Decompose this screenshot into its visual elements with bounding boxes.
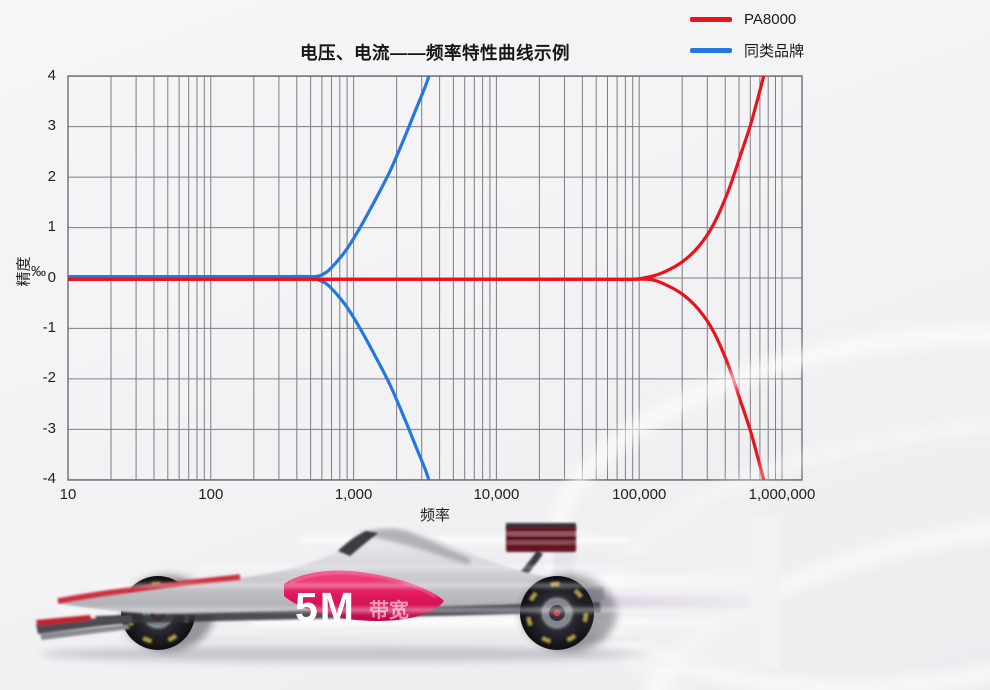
x-tick-label: 100 bbox=[198, 486, 224, 503]
car-shadow bbox=[40, 646, 650, 662]
x-tick-label: 100,000 bbox=[612, 486, 667, 503]
chart-legend: PA8000 同类品牌 bbox=[690, 8, 804, 61]
y-tick-label: 0 bbox=[47, 268, 56, 286]
sidepod-highlight bbox=[289, 571, 437, 599]
sidepod-label: 5M bbox=[295, 584, 356, 630]
engine-cover-shading bbox=[360, 528, 470, 565]
legend-line-blue bbox=[690, 47, 732, 53]
y-axis-unit: ‰ bbox=[31, 263, 46, 280]
legend-item-competitor: 同类品牌 bbox=[690, 39, 804, 61]
car-body bbox=[58, 524, 604, 616]
y-tick-label: 2 bbox=[47, 167, 56, 185]
y-tick-label: 1 bbox=[47, 218, 56, 236]
y-tick-label: 4 bbox=[47, 66, 56, 84]
x-tick-label: 1,000 bbox=[334, 486, 373, 503]
rear-wing bbox=[506, 523, 592, 552]
foreground-streaks bbox=[60, 566, 700, 612]
y-tick-label: 3 bbox=[47, 117, 56, 135]
right-blur-fade bbox=[580, 518, 780, 668]
legend-label: PA8000 bbox=[744, 10, 797, 28]
y-tick-label: -3 bbox=[42, 419, 56, 437]
y-tick-label: -1 bbox=[42, 318, 56, 336]
legend-item-pa8000: PA8000 bbox=[690, 8, 804, 30]
x-tick-label: 1,000,000 bbox=[748, 486, 816, 503]
x-tick-label: 10,000 bbox=[473, 486, 520, 503]
series-PA8000 bbox=[68, 76, 766, 480]
x-axis-title: 频率 bbox=[419, 507, 450, 524]
cockpit bbox=[338, 531, 378, 556]
nose-red-stripe bbox=[57, 574, 241, 604]
series-同类品牌 bbox=[68, 76, 431, 480]
chart-title: 电压、电流——频率特性曲线示例 bbox=[300, 43, 570, 63]
x-tick-label: 10 bbox=[59, 486, 77, 503]
y-tick-label: -4 bbox=[42, 470, 56, 488]
y-tick-label: -2 bbox=[42, 369, 56, 387]
legend-label: 同类品牌 bbox=[744, 42, 805, 60]
legend-line-red bbox=[690, 16, 732, 22]
front-wing bbox=[36, 615, 132, 640]
